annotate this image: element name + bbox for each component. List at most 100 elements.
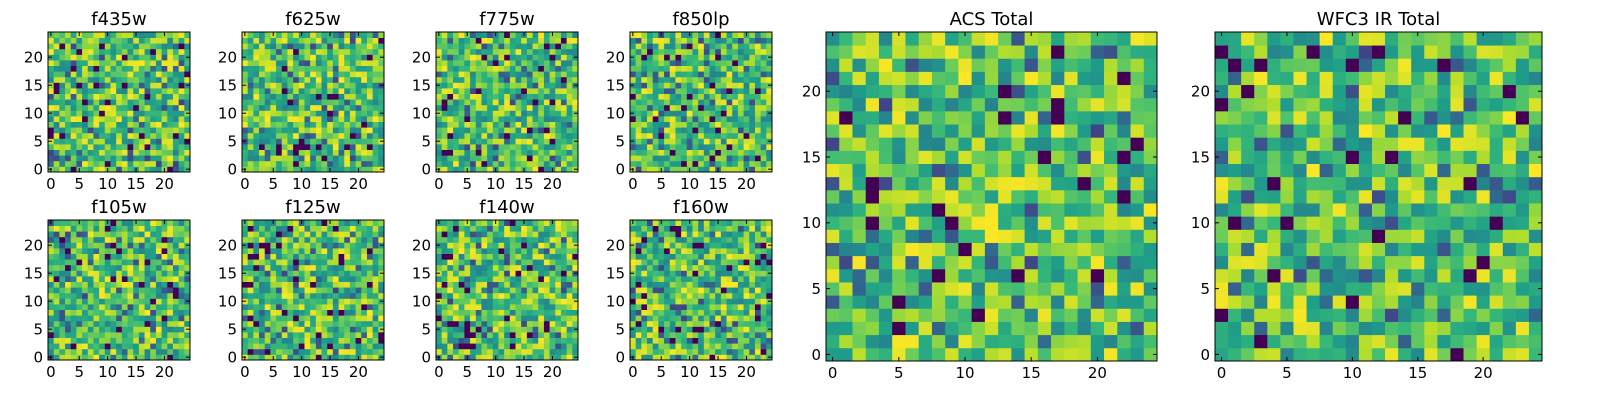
heatmap-cell — [322, 71, 328, 77]
heatmap-cell — [453, 60, 459, 66]
heatmap-cell — [128, 338, 134, 344]
heatmap-cell — [658, 150, 664, 156]
heatmap-cell — [242, 293, 248, 299]
heatmap-cell — [378, 226, 384, 232]
heatmap-cell — [727, 304, 733, 310]
heatmap-cell — [630, 38, 636, 44]
heatmap-cell — [636, 287, 642, 293]
heatmap-cell — [54, 259, 60, 265]
heatmap-cell — [344, 122, 350, 128]
heatmap-cell — [498, 49, 504, 55]
heatmap-cell — [327, 99, 333, 105]
heatmap-cell — [710, 99, 716, 105]
heatmap-cell — [453, 54, 459, 60]
heatmap-cell — [521, 287, 527, 293]
heatmap-cell — [567, 116, 573, 122]
heatmap-cell — [105, 127, 111, 133]
heatmap-cell — [493, 254, 499, 260]
heatmap-cell — [572, 287, 578, 293]
heatmap-cell — [749, 150, 755, 156]
heatmap-cell — [150, 54, 156, 60]
heatmap-cell — [572, 161, 578, 167]
heatmap-cell — [162, 49, 168, 55]
heatmap-cell — [516, 343, 522, 349]
heatmap-cell — [65, 242, 71, 248]
heatmap-cell — [93, 60, 99, 66]
heatmap-cell — [156, 71, 162, 77]
heatmap-cell — [561, 116, 567, 122]
heatmap-cell — [122, 231, 128, 237]
heatmap-cell — [287, 77, 293, 83]
heatmap-cell — [344, 94, 350, 100]
heatmap-cell — [54, 343, 60, 349]
heatmap-cell — [76, 349, 82, 355]
heatmap-cell — [299, 326, 305, 332]
heatmap-cell — [133, 310, 139, 316]
heatmap-cell — [453, 49, 459, 55]
heatmap-cell — [282, 38, 288, 44]
heatmap-cell — [162, 326, 168, 332]
heatmap-cell — [498, 94, 504, 100]
heatmap-cell — [373, 49, 379, 55]
heatmap-cell — [259, 293, 265, 299]
heatmap-cell — [333, 237, 339, 243]
heatmap-cell — [76, 77, 82, 83]
heatmap-cell — [487, 310, 493, 316]
heatmap-cell — [139, 242, 145, 248]
heatmap-cell — [636, 49, 642, 55]
heatmap-cell — [453, 248, 459, 254]
heatmap-cell — [704, 326, 710, 332]
y-tick-label: 15 — [606, 77, 625, 95]
heatmap-cell — [310, 220, 316, 226]
heatmap-cell — [105, 161, 111, 167]
heatmap-cell — [304, 105, 310, 111]
heatmap-cell — [356, 321, 362, 327]
heatmap-cell — [533, 254, 539, 260]
heatmap-cell — [184, 338, 190, 344]
heatmap-cell — [527, 237, 533, 243]
heatmap-cell — [310, 122, 316, 128]
heatmap-cell — [630, 43, 636, 49]
heatmap-cell — [287, 116, 293, 122]
heatmap-cell — [521, 133, 527, 139]
heatmap-cell — [265, 161, 271, 167]
heatmap-cell — [675, 150, 681, 156]
heatmap-cell — [698, 276, 704, 282]
heatmap-cell — [567, 43, 573, 49]
heatmap-cell — [184, 38, 190, 44]
heatmap-cell — [76, 315, 82, 321]
heatmap-cell — [333, 282, 339, 288]
heatmap-cell — [361, 38, 367, 44]
heatmap-cell — [54, 242, 60, 248]
heatmap-cell — [299, 105, 305, 111]
heatmap-cell — [727, 338, 733, 344]
heatmap-cell — [333, 127, 339, 133]
heatmap-cell — [344, 127, 350, 133]
heatmap-cell — [293, 298, 299, 304]
heatmap-cell — [150, 88, 156, 94]
heatmap-cell — [442, 133, 448, 139]
heatmap-cell — [270, 99, 276, 105]
heatmap-cell — [150, 259, 156, 265]
heatmap-cell — [744, 54, 750, 60]
y-tick-label: 15 — [412, 265, 431, 283]
heatmap-cell — [555, 116, 561, 122]
heatmap-cell — [167, 122, 173, 128]
heatmap-cell — [139, 150, 145, 156]
heatmap-cell — [339, 94, 345, 100]
heatmap-cell — [727, 161, 733, 167]
heatmap-cell — [658, 38, 664, 44]
heatmap-cell — [470, 231, 476, 237]
heatmap-cell — [179, 43, 185, 49]
heatmap-cell — [265, 270, 271, 276]
heatmap-cell — [162, 88, 168, 94]
heatmap-cell — [139, 122, 145, 128]
heatmap-cell — [128, 226, 134, 232]
heatmap-cell — [316, 122, 322, 128]
heatmap-cell — [361, 332, 367, 338]
heatmap-cell — [265, 315, 271, 321]
heatmap-cell — [339, 282, 345, 288]
heatmap-cell — [316, 66, 322, 72]
heatmap-cell — [54, 133, 60, 139]
